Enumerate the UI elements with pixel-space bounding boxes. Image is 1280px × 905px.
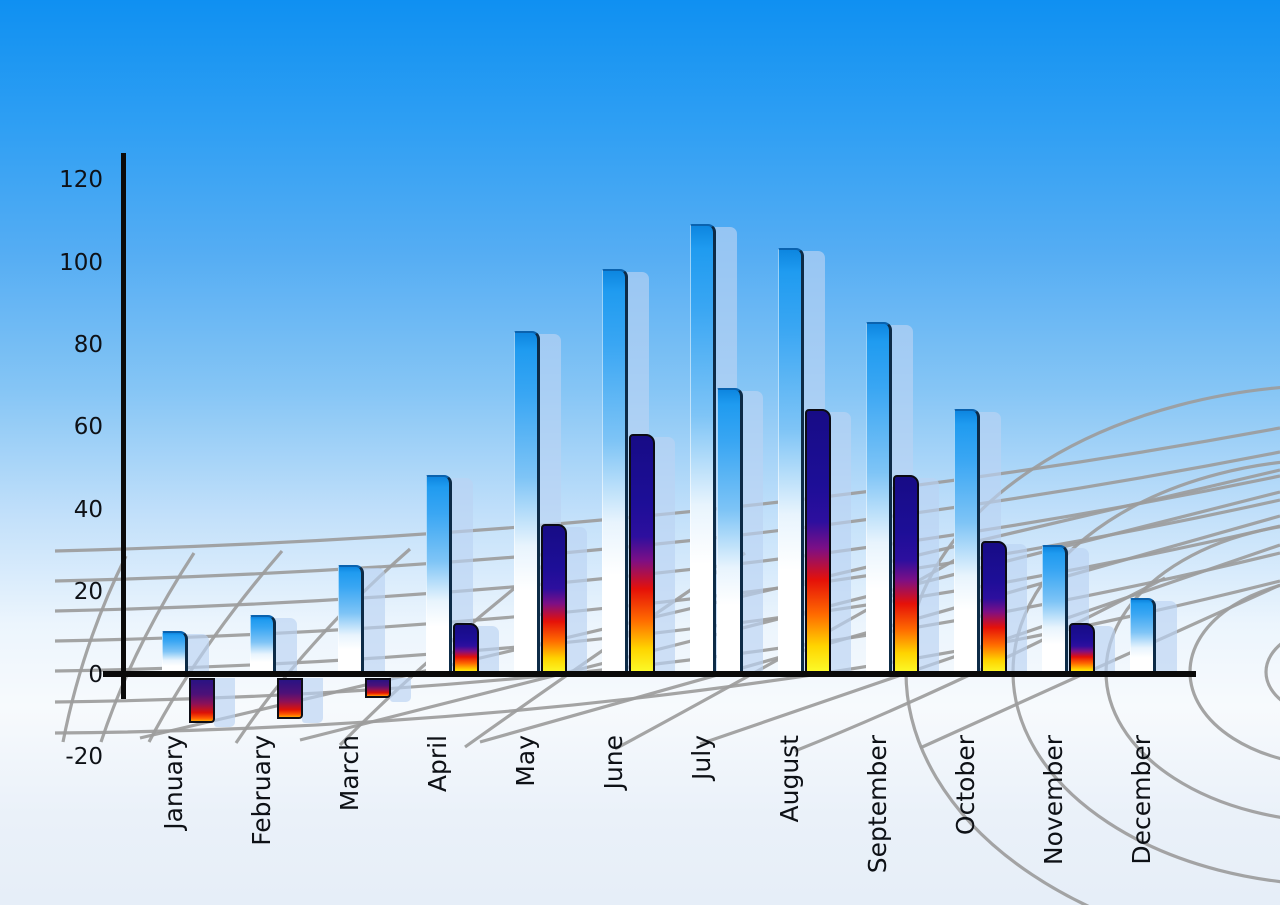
shadow-secondary-march bbox=[390, 677, 411, 703]
bar-secondary-november bbox=[1069, 622, 1095, 678]
bar-primary-april bbox=[426, 474, 452, 678]
shadow-secondary-november bbox=[1094, 625, 1115, 678]
x-tick-label-july: July bbox=[687, 735, 716, 780]
bar-primary-october bbox=[954, 408, 980, 678]
x-tick-label-june: June bbox=[599, 735, 628, 790]
y-tick-label--20: -20 bbox=[65, 743, 103, 770]
y-tick-label-60: 60 bbox=[73, 414, 103, 441]
y-tick-label-120: 120 bbox=[59, 167, 103, 194]
bar-secondary-september bbox=[893, 474, 919, 678]
x-tick-label-november: November bbox=[1039, 735, 1068, 866]
shadow-secondary-february bbox=[302, 677, 323, 723]
y-tick-label-100: 100 bbox=[59, 249, 103, 276]
x-tick-label-may: May bbox=[511, 735, 540, 787]
bar-primary-june bbox=[602, 268, 628, 678]
bar-primary-march bbox=[338, 565, 364, 678]
bar-secondary-may bbox=[541, 524, 567, 678]
bar-primary-august bbox=[778, 248, 804, 678]
bar-secondary-june bbox=[629, 433, 655, 678]
bar-primary-september bbox=[866, 322, 892, 678]
shadow-secondary-may bbox=[566, 527, 587, 678]
y-tick-label-40: 40 bbox=[73, 496, 103, 523]
x-tick-label-october: October bbox=[951, 735, 980, 836]
y-tick-label-80: 80 bbox=[73, 332, 103, 359]
shadow-secondary-june bbox=[654, 436, 675, 678]
x-tick-label-august: August bbox=[775, 735, 804, 823]
bar-primary-may bbox=[514, 330, 540, 678]
shadow-secondary-july bbox=[742, 391, 763, 678]
x-tick-label-september: September bbox=[863, 735, 892, 874]
shadow-primary-march bbox=[363, 568, 385, 678]
shadow-secondary-april bbox=[478, 625, 499, 678]
x-tick-label-march: March bbox=[335, 735, 364, 812]
x-tick-label-january: January bbox=[159, 735, 188, 830]
shadow-primary-january bbox=[187, 634, 209, 678]
bar-secondary-july bbox=[717, 388, 743, 678]
bar-secondary-march bbox=[365, 677, 391, 699]
x-tick-label-december: December bbox=[1127, 735, 1156, 865]
shadow-primary-december bbox=[1155, 601, 1177, 678]
x-axis-zero-line bbox=[103, 671, 1196, 677]
x-tick-label-april: April bbox=[423, 735, 452, 793]
shadow-primary-february bbox=[275, 617, 297, 678]
shadow-secondary-october bbox=[1006, 543, 1027, 678]
bar-primary-july bbox=[690, 223, 716, 678]
bar-secondary-august bbox=[805, 408, 831, 678]
shadow-secondary-september bbox=[918, 477, 939, 678]
bar-primary-january bbox=[162, 631, 188, 678]
y-axis-line bbox=[121, 153, 126, 699]
bar-primary-november bbox=[1042, 544, 1068, 678]
bar-secondary-february bbox=[277, 677, 303, 719]
bar-primary-december bbox=[1130, 598, 1156, 678]
bar-secondary-october bbox=[981, 540, 1007, 678]
y-tick-label-0: 0 bbox=[88, 661, 103, 688]
shadow-secondary-august bbox=[830, 411, 851, 678]
bar-secondary-april bbox=[453, 622, 479, 678]
bar-primary-february bbox=[250, 614, 276, 678]
x-tick-label-february: February bbox=[247, 735, 276, 846]
shadow-secondary-january bbox=[214, 677, 235, 727]
y-tick-label-20: 20 bbox=[73, 579, 103, 606]
bar-secondary-january bbox=[189, 677, 215, 723]
